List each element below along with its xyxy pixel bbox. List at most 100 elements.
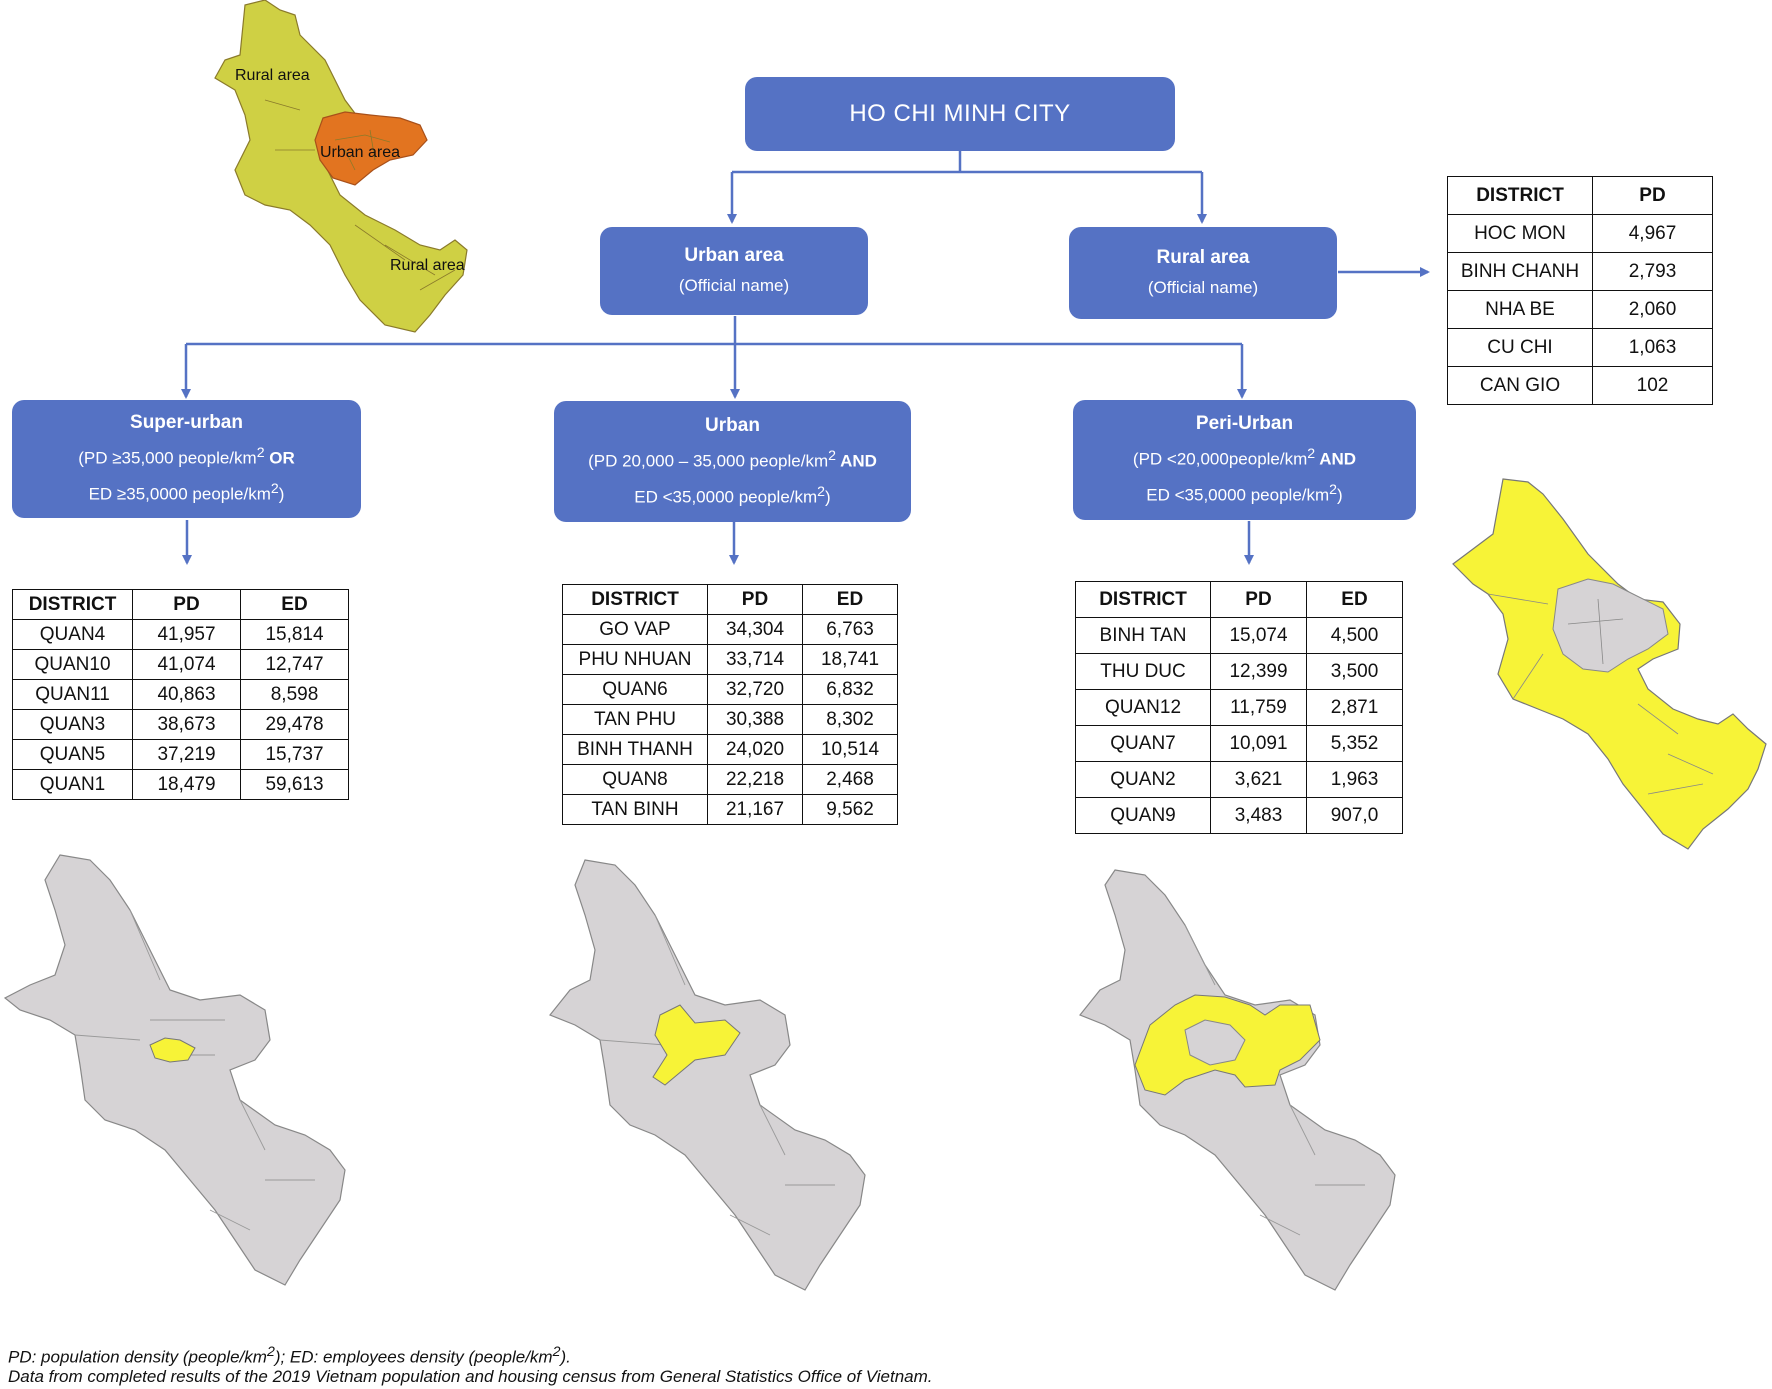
table-cell: QUAN4 [12,619,133,650]
rural-area-node: Rural area (Official name) [1069,227,1337,319]
top-map-urban-region [314,111,428,186]
table-cell: QUAN8 [562,764,708,795]
table-cell: 18,479 [132,769,241,800]
urban-criteria-2: ED <35,0000 people/km2) [634,483,831,507]
super-urban-map-highlight [149,1037,196,1063]
table-cell: 3,621 [1210,761,1307,798]
table-cell: 24,020 [707,734,803,765]
table-cell: CAN GIO [1447,366,1593,405]
urban-title: Urban [705,414,760,436]
table-cell: QUAN9 [1075,797,1211,834]
table-cell: 33,714 [707,644,803,675]
table-row: QUAN2 3,621 1,963 [1075,761,1403,798]
table-cell: TAN PHU [562,704,708,735]
table-row: BINH TAN 15,074 4,500 [1075,617,1403,654]
peri-urban-table: DISTRICT PD ED BINH TAN 15,074 4,500 THU DUC 12… [1075,581,1403,834]
table-cell: 38,673 [132,709,241,740]
column-header: PD [1210,581,1307,618]
footer-note-abbreviations: PD: population density (people/km2); ED:… [8,1344,571,1367]
table-cell: 9,562 [802,794,898,825]
column-header: PD [1592,176,1713,215]
table-cell: 3,483 [1210,797,1307,834]
column-header: PD [132,589,241,620]
table-row: QUAN6 32,720 6,832 [562,674,898,705]
table-cell: QUAN3 [12,709,133,740]
table-row: QUAN8 22,218 2,468 [562,764,898,795]
table-cell: CU CHI [1447,328,1593,367]
table-cell: NHA BE [1447,290,1593,329]
column-header: DISTRICT [1447,176,1593,215]
table-row: QUAN9 3,483 907,0 [1075,797,1403,834]
root-node-hcmc: HO CHI MINH CITY [745,77,1175,151]
column-header: ED [802,584,898,615]
column-header: DISTRICT [12,589,133,620]
table-row: QUAN3 38,673 29,478 [12,709,349,740]
table-row: CU CHI 1,063 [1447,328,1713,367]
table-cell: TAN BINH [562,794,708,825]
rural-area-title: Rural area [1156,247,1250,268]
table-cell: 21,167 [707,794,803,825]
table-row: GO VAP 34,304 6,763 [562,614,898,645]
super-urban-criteria-2: ED ≥35,0000 people/km2) [88,481,285,504]
table-cell: 3,500 [1306,653,1403,690]
table-cell: THU DUC [1075,653,1211,690]
table-cell: 15,737 [240,739,349,770]
table-cell: QUAN5 [12,739,133,770]
super-urban-map-district-lines [74,909,315,1231]
table-cell: QUAN11 [12,679,133,710]
rural-map-urban-core [1552,578,1669,673]
top-map-label-rural-south: Rural area [390,257,465,274]
rural-districts-map [1452,478,1767,850]
table-cell: 2,871 [1306,689,1403,726]
urban-area-node: Urban area (Official name) [600,227,868,315]
peri-urban-map [1079,869,1396,1291]
table-row: QUAN11 40,863 8,598 [12,679,349,710]
top-map-rural-region [214,0,468,333]
table-header-row: DISTRICT PD ED [562,584,898,615]
root-title: HO CHI MINH CITY [849,100,1071,127]
table-cell: QUAN1 [12,769,133,800]
table-cell: 15,074 [1210,617,1307,654]
urban-map [549,859,866,1291]
table-cell: 40,863 [132,679,241,710]
table-header-row: DISTRICT PD [1447,176,1713,215]
column-header: DISTRICT [562,584,708,615]
table-cell: 59,613 [240,769,349,800]
table-row: QUAN5 37,219 15,737 [12,739,349,770]
super-urban-node: Super-urban (PD ≥35,000 people/km2 OR ED… [12,400,361,518]
urban-map-district-lines [599,914,835,1236]
peri-urban-node: Peri-Urban (PD <20,000people/km2 AND ED … [1073,400,1416,520]
rural-map-district-lines [1487,593,1714,795]
table-cell: 8,598 [240,679,349,710]
table-row: NHA BE 2,060 [1447,290,1713,329]
table-cell: HOC MON [1447,214,1593,253]
urban-map-outline [549,859,866,1291]
table-cell: PHU NHUAN [562,644,708,675]
table-row: QUAN10 41,074 12,747 [12,649,349,680]
column-header: ED [1306,581,1403,618]
urban-area-subtitle: (Official name) [678,276,790,295]
super-urban-map-outline [3,854,346,1286]
table-cell: 10,091 [1210,725,1307,762]
column-header: ED [240,589,349,620]
root-connector [732,150,1202,174]
table-cell: 5,352 [1306,725,1403,762]
table-row: TAN BINH 21,167 9,562 [562,794,898,825]
table-cell: GO VAP [562,614,708,645]
table-cell: 12,747 [240,649,349,680]
table-cell: 34,304 [707,614,803,645]
table-cell: 30,388 [707,704,803,735]
rural-table: DISTRICT PD HOC MON 4,967 BINH CHANH 2,793 NHA… [1447,176,1713,405]
table-cell: QUAN12 [1075,689,1211,726]
table-cell: 15,814 [240,619,349,650]
table-cell: 6,832 [802,674,898,705]
table-cell: QUAN7 [1075,725,1211,762]
table-cell: BINH THANH [562,734,708,765]
table-cell: 41,074 [132,649,241,680]
table-cell: BINH CHANH [1447,252,1593,291]
top-map-label-urban: Urban area [320,144,400,161]
table-row: BINH THANH 24,020 10,514 [562,734,898,765]
urban-map-highlight [652,1004,741,1086]
table-cell: 2,468 [802,764,898,795]
